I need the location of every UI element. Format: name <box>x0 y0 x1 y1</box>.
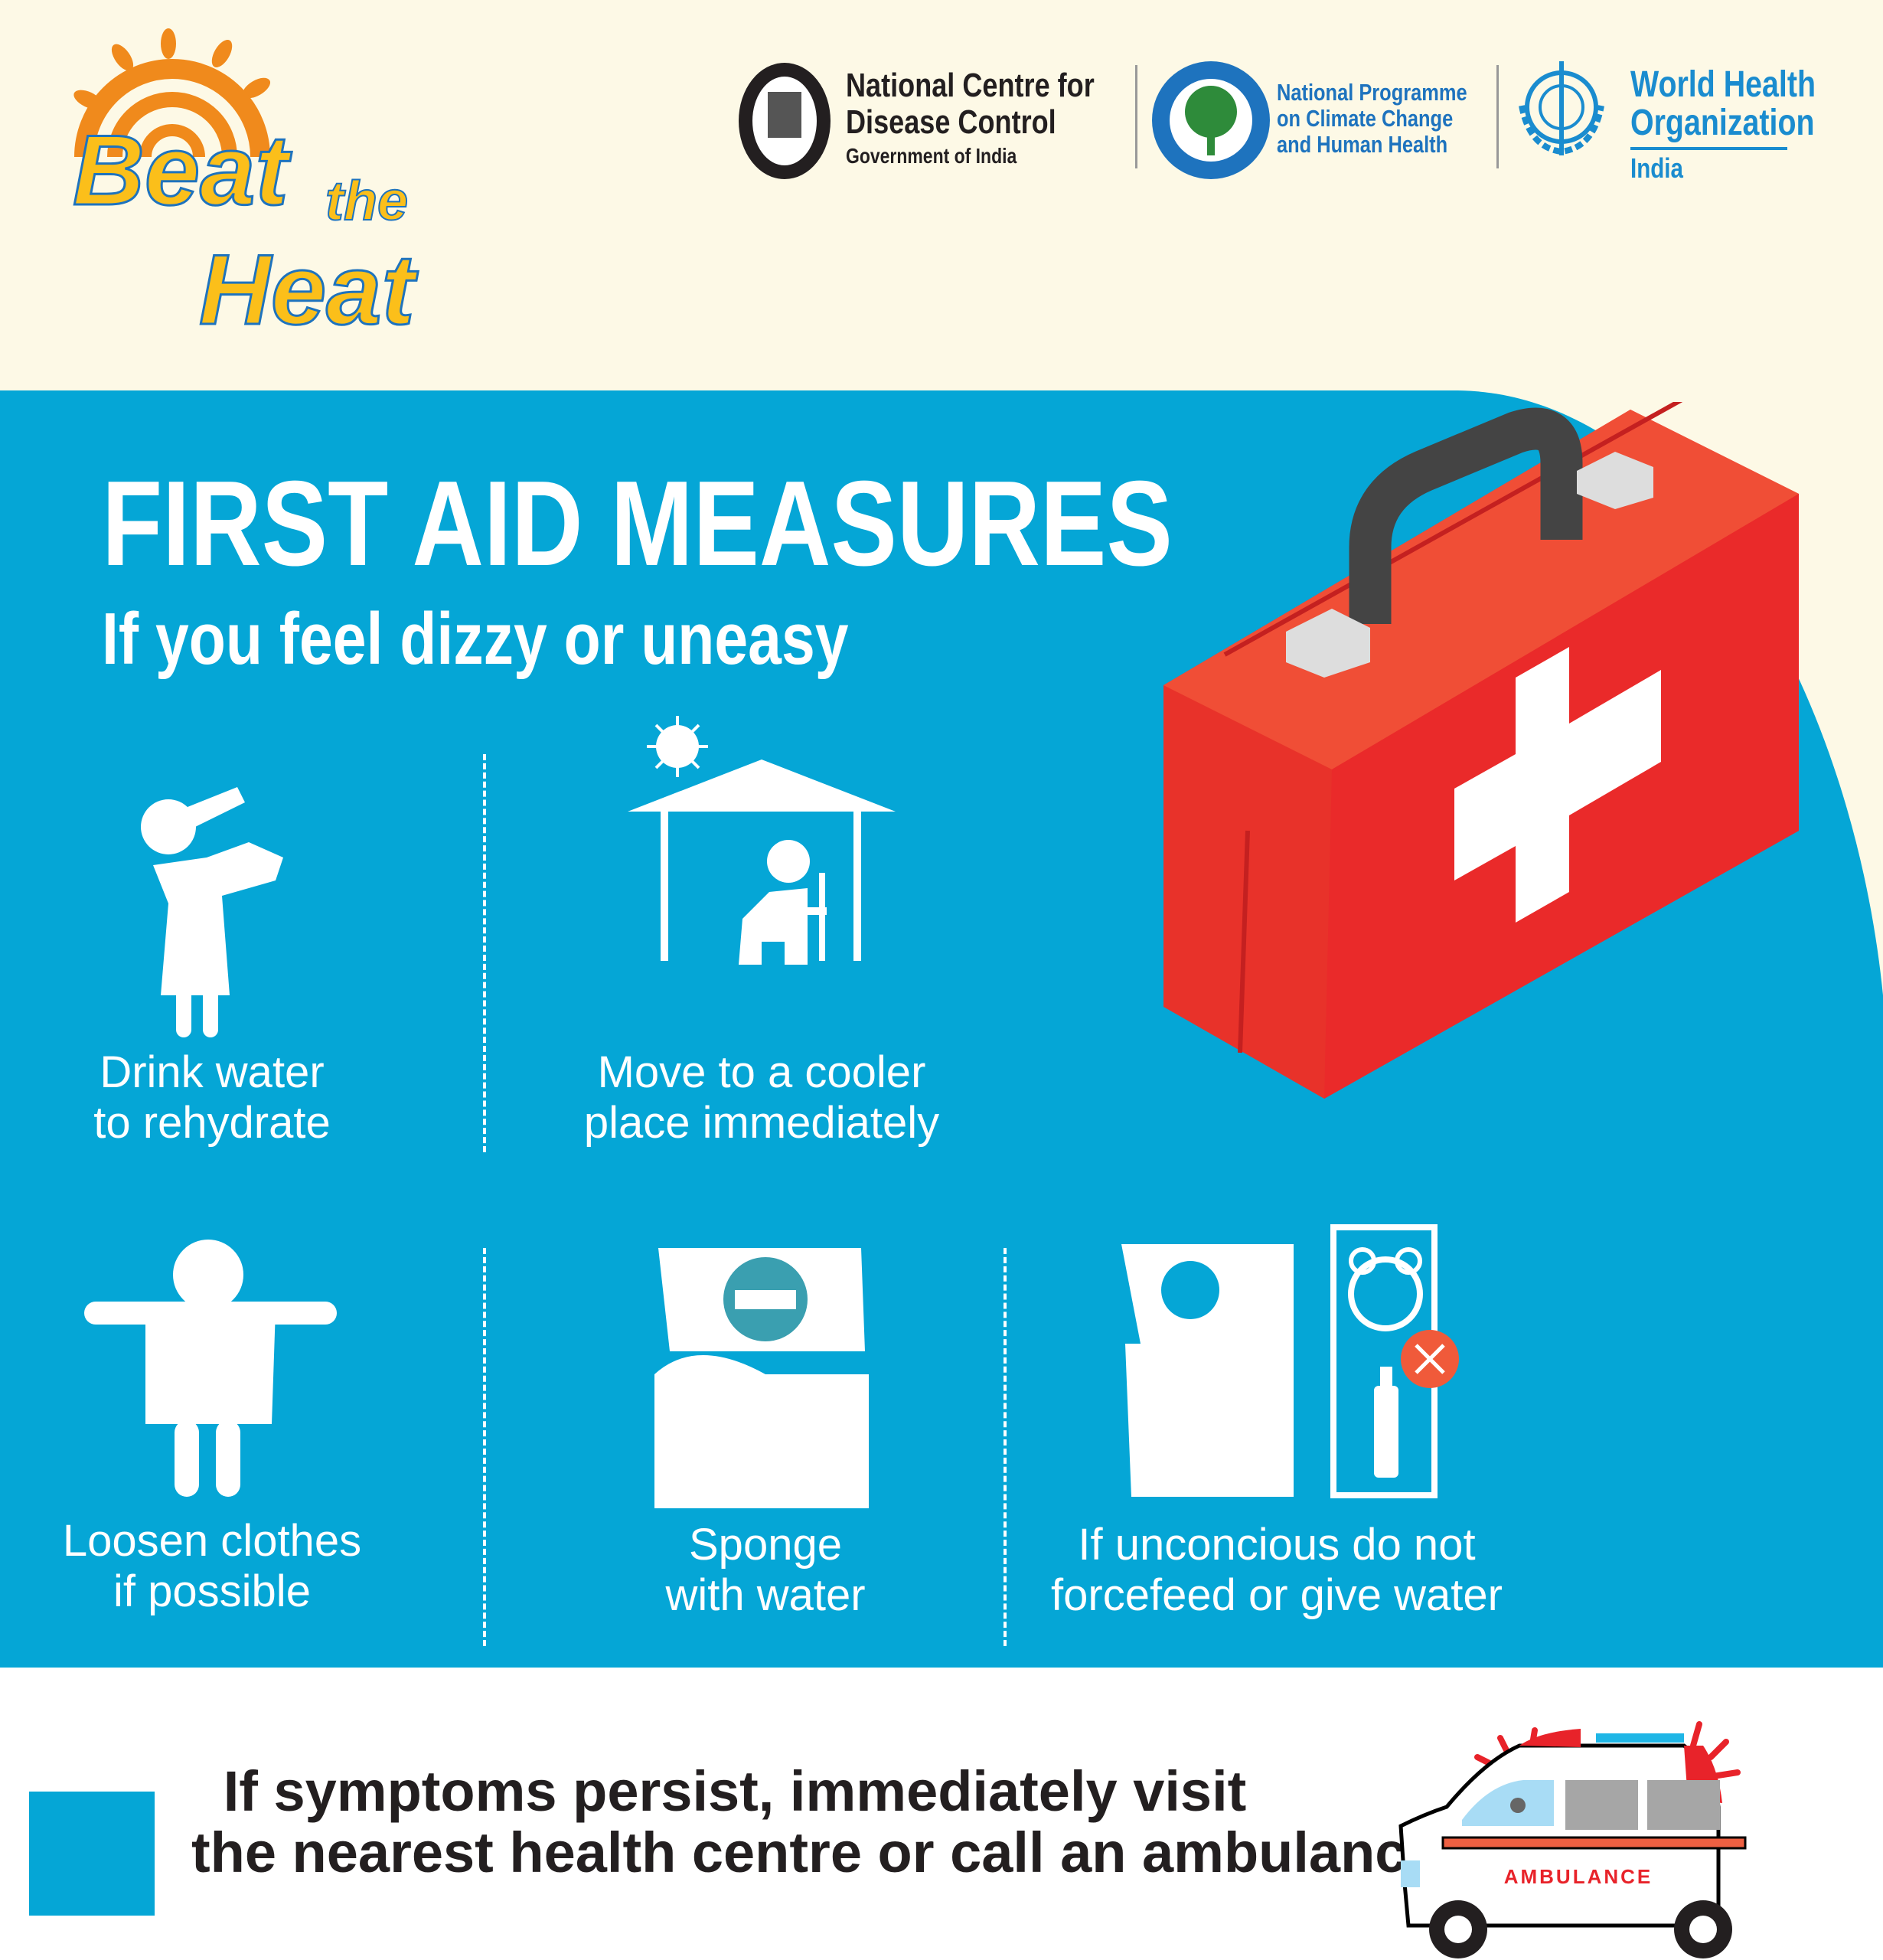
npcchh-name: National Programme on Climate Change and H… <box>1277 79 1467 158</box>
ambulance-label: AMBULANCE <box>1504 1865 1653 1888</box>
blue-square-decoration <box>29 1792 155 1916</box>
measure-label: Sponge with water <box>665 1520 866 1620</box>
measure-label: Move to a cooler place immediately <box>583 1047 940 1148</box>
divider <box>483 754 486 1152</box>
logo-divider <box>1496 65 1499 168</box>
logo-word-the: the <box>325 171 408 232</box>
measure-label: Loosen clothes if possible <box>62 1516 362 1616</box>
loose-clothes-person-icon <box>84 1240 337 1497</box>
ncdc-name: National Centre for Disease Control Govern… <box>846 67 1095 168</box>
sponge-bed-icon <box>654 1248 869 1508</box>
ambulance-icon: AMBULANCE <box>1398 1721 1747 1958</box>
measure-label: Drink water to rehydrate <box>93 1047 331 1148</box>
ncdc-seal-logo <box>739 63 831 179</box>
drinking-person-icon <box>141 787 283 1037</box>
divider <box>1004 1248 1007 1646</box>
beat-the-heat-logo: Beat the Heat <box>72 28 419 347</box>
logo-word-beat: Beat <box>73 114 292 226</box>
divider <box>483 1248 486 1646</box>
first-aid-kit-icon <box>1163 402 1799 1099</box>
page-subtitle: If you feel dizzy or uneasy <box>102 598 849 680</box>
logo-word-heat: Heat <box>199 234 418 345</box>
measure-label: If unconcious do not forcefeed or give wa… <box>1051 1520 1503 1620</box>
who-name: World Health Organization India <box>1630 64 1816 184</box>
logo-divider <box>1135 65 1137 168</box>
npcchh-seal-logo <box>1152 61 1270 179</box>
page-title: FIRST AID MEASURES <box>102 456 1173 591</box>
footer-message: If symptoms persist, immediately visit th… <box>191 1759 1438 1884</box>
shade-shelter-icon <box>628 716 896 965</box>
no-water-icon <box>1121 1224 1459 1498</box>
who-emblem-logo <box>1519 61 1604 155</box>
